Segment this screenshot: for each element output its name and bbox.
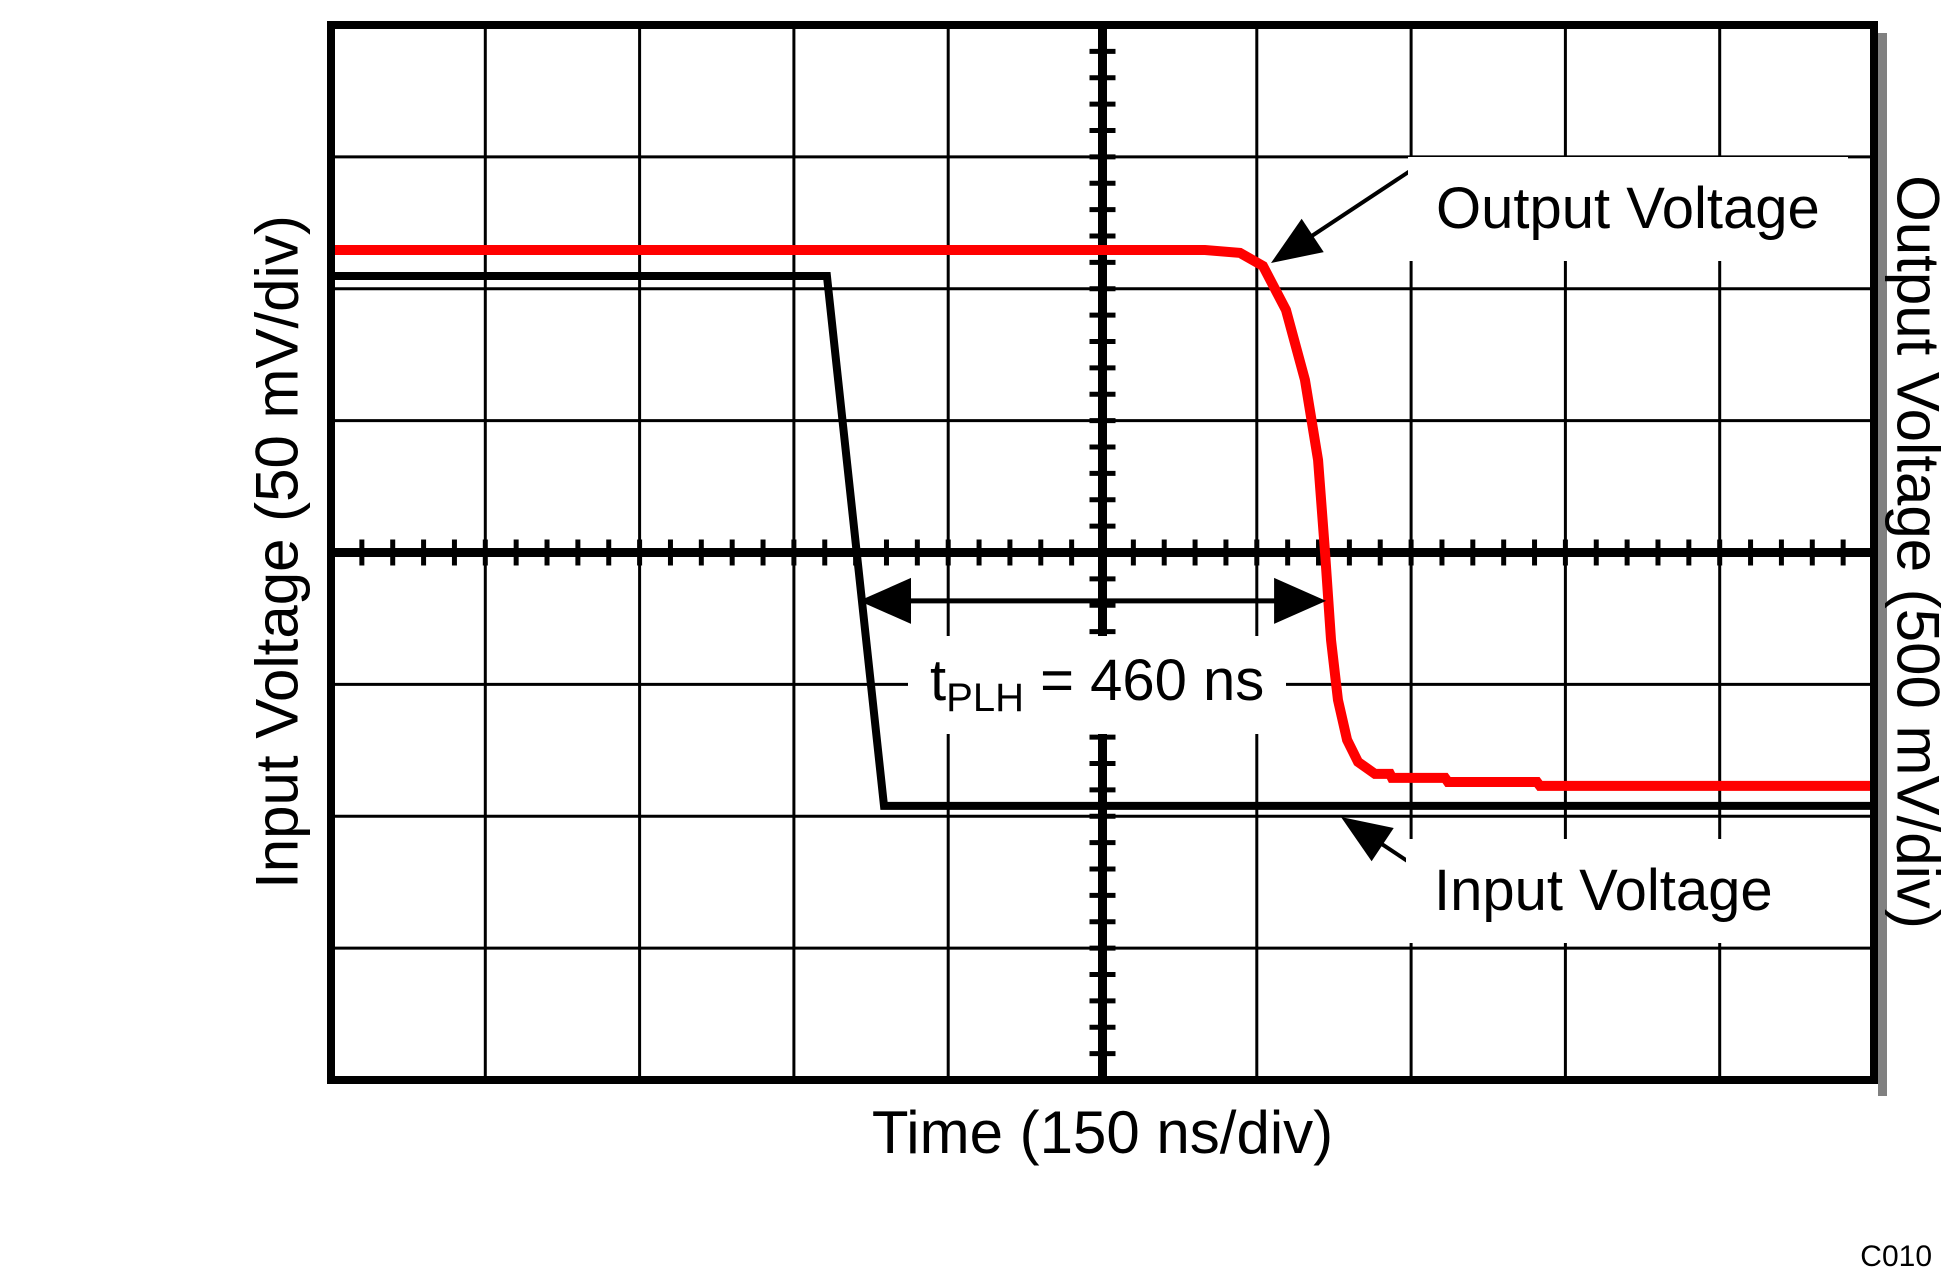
tplh-annotation: tPLH = 460 ns [908, 636, 1287, 735]
tplh-subscript: PLH [946, 676, 1024, 721]
tplh-value: = 460 ns [1023, 648, 1265, 713]
x-axis-label: Time (150 ns/div) [871, 1099, 1334, 1166]
output-voltage-annotation: Output Voltage [1408, 157, 1848, 261]
input-voltage-pointer-head [1341, 817, 1394, 862]
plot-shadow [1878, 33, 1887, 1096]
tplh-arrow-left-head [859, 577, 912, 624]
left-y-axis-label: Input Voltage (50 mV/div) [243, 215, 311, 889]
tplh-arrow-right-head [1274, 577, 1327, 624]
output-voltage-pointer-head [1271, 218, 1324, 263]
input-voltage-annotation: Input Voltage [1406, 839, 1801, 943]
figure-code: C010 [1860, 1240, 1932, 1273]
right-y-axis-label: Output Voltage (500 mV/div) [1884, 175, 1950, 929]
input-voltage-trace [331, 271, 1874, 810]
plot-border [327, 21, 1878, 1084]
output-voltage-trace [331, 244, 1874, 791]
tplh-symbol: t [930, 648, 947, 713]
